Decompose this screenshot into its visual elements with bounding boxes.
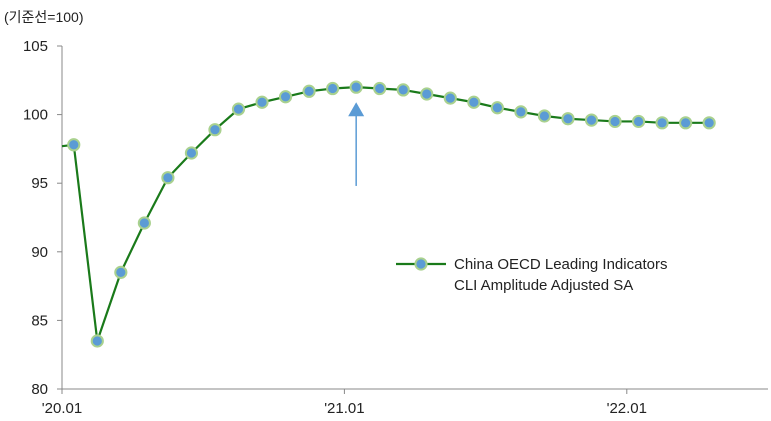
data-point (490, 101, 504, 115)
data-point (326, 81, 340, 96)
data-point (90, 334, 104, 348)
legend-marker (414, 257, 428, 271)
data-point (161, 171, 175, 185)
legend-label: CLI Amplitude Adjusted SA (454, 277, 633, 294)
data-point (137, 216, 151, 230)
series-layer (61, 80, 716, 348)
data-point (302, 84, 316, 98)
y-tick-label: 95 (31, 175, 48, 192)
data-point (278, 90, 293, 104)
legend-label: China OECD Leading Indicators (454, 256, 667, 273)
data-point (679, 116, 693, 130)
data-point (255, 95, 269, 109)
data-point (184, 146, 199, 160)
axes: 80 85 90 95 100 105 '20.01 '21.01 '22.01 (23, 38, 768, 417)
data-point (514, 105, 528, 119)
data-point (373, 81, 387, 96)
annotation-layer (348, 102, 365, 186)
data-point (467, 95, 481, 109)
legend: China OECD Leading Indicators CLI Amplitu… (396, 256, 667, 294)
data-point (608, 114, 622, 129)
x-tick-label: '21.01 (324, 400, 364, 417)
data-point (208, 123, 222, 137)
data-point (655, 116, 669, 130)
data-point (114, 265, 128, 279)
data-point (561, 112, 575, 126)
data-point (420, 87, 434, 101)
y-tick-label: 85 (31, 312, 48, 329)
y-tick-label: 100 (23, 107, 48, 124)
data-point (396, 83, 410, 97)
data-point (67, 138, 81, 152)
y-tick-label: 105 (23, 38, 48, 55)
data-point (537, 109, 552, 123)
data-point (443, 91, 457, 105)
y-tick-label: 90 (31, 244, 48, 261)
annotation-arrow-head (348, 102, 365, 117)
data-point (584, 113, 599, 127)
data-point (231, 102, 246, 116)
data-point (702, 116, 716, 130)
x-tick-label: '22.01 (607, 400, 647, 417)
y-unit-label: (기준선=100) (4, 9, 84, 25)
data-point (631, 114, 646, 129)
data-point (349, 80, 363, 94)
x-tick-label: '20.01 (42, 400, 82, 417)
y-tick-label: 80 (31, 381, 48, 398)
